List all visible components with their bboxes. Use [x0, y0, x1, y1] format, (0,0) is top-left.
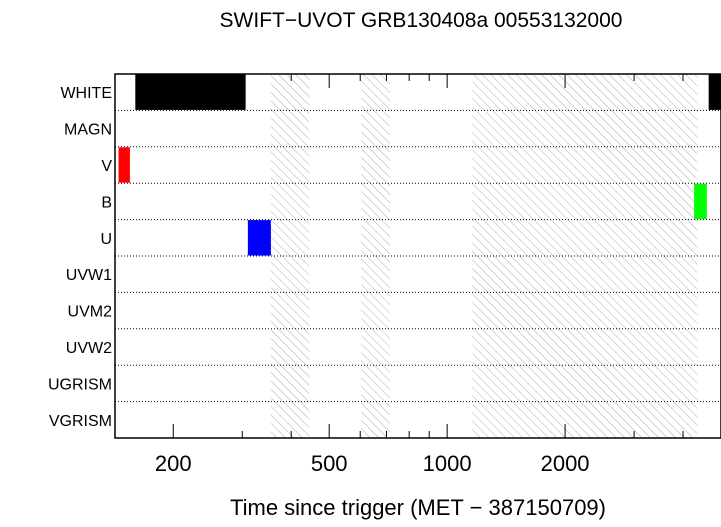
filter-label-b: B	[101, 194, 112, 211]
exposure-bar-u	[247, 220, 271, 256]
filter-label-uvw2: UVW2	[66, 340, 112, 357]
chart-title: SWIFT−UVOT GRB130408a 00553132000	[220, 9, 623, 32]
filter-label-uvw1: UVW1	[66, 267, 112, 284]
gap-band-0	[270, 74, 310, 438]
filter-label-u: U	[100, 231, 112, 248]
exposure-bar-b	[694, 183, 707, 220]
filter-label-vgrism: VGRISM	[49, 413, 112, 430]
x-tick-label: 500	[311, 451, 348, 476]
x-tick-label: 1000	[423, 451, 472, 476]
filter-label-ugrism: UGRISM	[48, 376, 112, 393]
x-tick-label: 200	[155, 451, 192, 476]
x-axis-label: Time since trigger (MET − 387150709)	[230, 495, 606, 520]
exposure-bar-white	[135, 74, 246, 110]
filter-label-v: V	[101, 158, 112, 175]
x-tick-label: 2000	[541, 451, 590, 476]
exposure-bar-v	[118, 147, 130, 183]
filter-label-white: WHITE	[60, 85, 112, 102]
filter-label-magn: MAGN	[64, 122, 112, 139]
exposure-bar-white	[708, 74, 721, 110]
plot-frame	[114, 73, 721, 439]
gap-band-2	[472, 74, 698, 438]
filter-label-uvm2: UVM2	[68, 304, 113, 321]
